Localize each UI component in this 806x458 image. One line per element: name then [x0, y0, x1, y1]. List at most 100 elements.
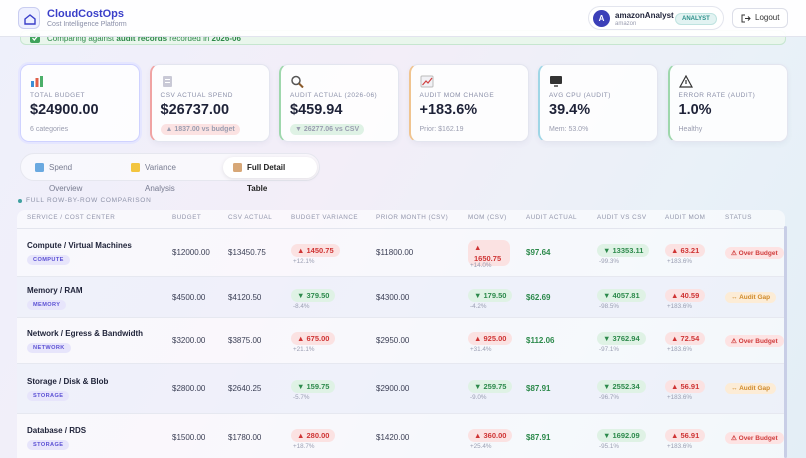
brand: CloudCostOps [47, 8, 124, 20]
kpi-card[interactable]: AVG CPU (AUDIT) 39.4% Mem: 53.0% [538, 64, 658, 142]
org: amazon [615, 21, 637, 27]
tab[interactable]: Variance Analysis [121, 157, 217, 193]
delta-pill: ▼ 259.75 [468, 380, 513, 393]
delta-percent: -4.2% [470, 302, 487, 310]
scrollbar [784, 226, 787, 458]
kpi-value: $24900.00 [30, 102, 99, 118]
category-badge: STORAGE [27, 391, 70, 401]
delta-percent: -99.3% [599, 258, 619, 265]
kpi-value: 1.0% [678, 102, 712, 118]
cell: $13450.75 [228, 248, 266, 257]
category-badge: NETWORK [27, 343, 71, 353]
user-chip[interactable]: A amazonAnalyst amazon ANALYST [588, 6, 724, 30]
delta-pill: ▲ 1650.75 [468, 240, 510, 266]
kpi-icon-shape [291, 75, 304, 89]
kpi-sub: 6 categories [30, 126, 69, 133]
kpi-card[interactable]: AUDIT MOM CHANGE +183.6% Prior: $162.19 [408, 64, 529, 142]
column-header: AUDIT VS CSV [597, 214, 647, 221]
column-header: CSV ACTUAL [228, 214, 273, 221]
kpi-icon [420, 75, 434, 88]
delta-percent: -96.7% [599, 394, 619, 401]
logo[interactable] [18, 7, 40, 29]
table-row[interactable]: Network / Egress & Bandwidth NETWORK $3200… [17, 318, 785, 364]
cell: $2950.00 [376, 336, 410, 345]
cell: $2800.00 [172, 384, 206, 393]
kpi-icon [290, 75, 304, 89]
status-badge: ⚠ Over Budget [725, 247, 784, 259]
delta-pill: ▼ 379.50 [291, 288, 336, 302]
table-row[interactable]: Memory / RAM MEMORY $4500.00 $4120.50 ▼ 379.… [17, 277, 785, 318]
table-row[interactable]: Storage / Disk & Blob STORAGE $2800.00 $264… [17, 364, 785, 414]
username: amazonAnalyst [615, 11, 674, 20]
kpi-icon [30, 75, 44, 88]
role-badge: ANALYST [675, 13, 717, 25]
delta-percent: +12.1% [293, 258, 315, 265]
kpi-value: $459.94 [290, 102, 343, 118]
cell: $3200.00 [172, 336, 206, 345]
tab-icon [233, 163, 242, 172]
table-row[interactable]: Database / RDS STORAGE $1500.00 $1780.00 ▲ 2… [17, 414, 785, 458]
cell: $12000.00 [172, 248, 210, 257]
delta-pill: ▲ 40.59 [665, 288, 706, 302]
delta-percent: +21.1% [293, 346, 315, 353]
cell: $2640.25 [228, 384, 262, 393]
cell: $62.69 [526, 292, 551, 302]
tab-label: Variance Analysis [145, 163, 176, 193]
kpi-sub: Mem: 53.0% [549, 126, 589, 133]
delta-percent: +183.6% [667, 346, 693, 353]
kpi-icon-shape [162, 76, 172, 87]
delta-pill: ▲ 56.91 [665, 429, 706, 442]
delta-percent: -95.1% [599, 443, 619, 450]
cell: $4300.00 [376, 292, 410, 302]
status-badge: ↔ Audit Gap [725, 383, 777, 394]
delta-percent: -8.4% [293, 302, 310, 310]
column-header: BUDGET [172, 214, 202, 221]
cell: $87.91 [526, 433, 551, 442]
column-header: AUDIT ACTUAL [526, 214, 578, 221]
delta-pill: ▲ 72.54 [665, 332, 706, 345]
tab-icon [131, 163, 140, 172]
table-row[interactable]: Compute / Virtual Machines COMPUTE $12000.… [17, 229, 785, 277]
kpi-icon [678, 74, 693, 88]
delta-percent: +183.6% [667, 443, 693, 450]
kpi-card[interactable]: AUDIT ACTUAL (2026-06) $459.94 ▼ 26277.06 … [279, 64, 399, 142]
kpi-label: CSV ACTUAL SPEND [160, 92, 233, 99]
logout-label: Logout [755, 13, 780, 22]
status-badge: ⚠ Over Budget [725, 432, 784, 444]
delta-pill: ▼ 4057.81 [597, 288, 646, 302]
delta-pill: ▲ 360.00 [468, 429, 513, 442]
kpi-value: 39.4% [549, 102, 591, 118]
kpi-label: ERROR RATE (AUDIT) [678, 92, 756, 99]
status-badge: ↔ Audit Gap [725, 291, 777, 303]
tab[interactable]: Spend Overview [25, 157, 117, 193]
kpi-label: AUDIT ACTUAL (2026-06) [290, 92, 378, 99]
category-badge: STORAGE [27, 440, 70, 450]
cell: $1780.00 [228, 433, 262, 442]
cell: $1500.00 [172, 433, 206, 442]
cell: $2900.00 [376, 384, 410, 393]
logout-button[interactable]: Logout [732, 8, 788, 28]
column-header: PRIOR MONTH (CSV) [376, 214, 449, 221]
kpi-card[interactable]: TOTAL BUDGET $24900.00 6 categories [20, 64, 140, 142]
delta-percent: -9.0% [470, 394, 487, 401]
kpi-label: AUDIT MOM CHANGE [419, 92, 495, 99]
kpi-icon [161, 75, 175, 88]
delta-pill: ▼ 179.50 [468, 288, 513, 302]
delta-percent: +183.6% [667, 394, 693, 401]
tab-icon [35, 163, 44, 172]
tab[interactable]: Full Detail Table [223, 157, 317, 193]
service-name: Database / RDS [27, 426, 87, 435]
kpi-value: $26737.00 [160, 102, 230, 118]
tagline: Cost Intelligence Platform [47, 21, 127, 28]
delta-pill: ▼ 3762.94 [597, 332, 646, 345]
banner-text: Comparing against [47, 34, 117, 43]
kpi-icon [549, 75, 563, 88]
kpi-sub: Healthy [678, 126, 703, 133]
kpi-card[interactable]: CSV ACTUAL SPEND $26737.00 ▲ 1837.00 vs bu… [149, 64, 270, 142]
service-name: Memory / RAM [27, 285, 83, 295]
kpi-card[interactable]: ERROR RATE (AUDIT) 1.0% Healthy [667, 64, 788, 142]
cell: $97.64 [526, 248, 551, 257]
logo-icon [24, 14, 36, 25]
banner-text: recorded in [167, 34, 212, 43]
delta-percent: +25.4% [470, 443, 492, 450]
